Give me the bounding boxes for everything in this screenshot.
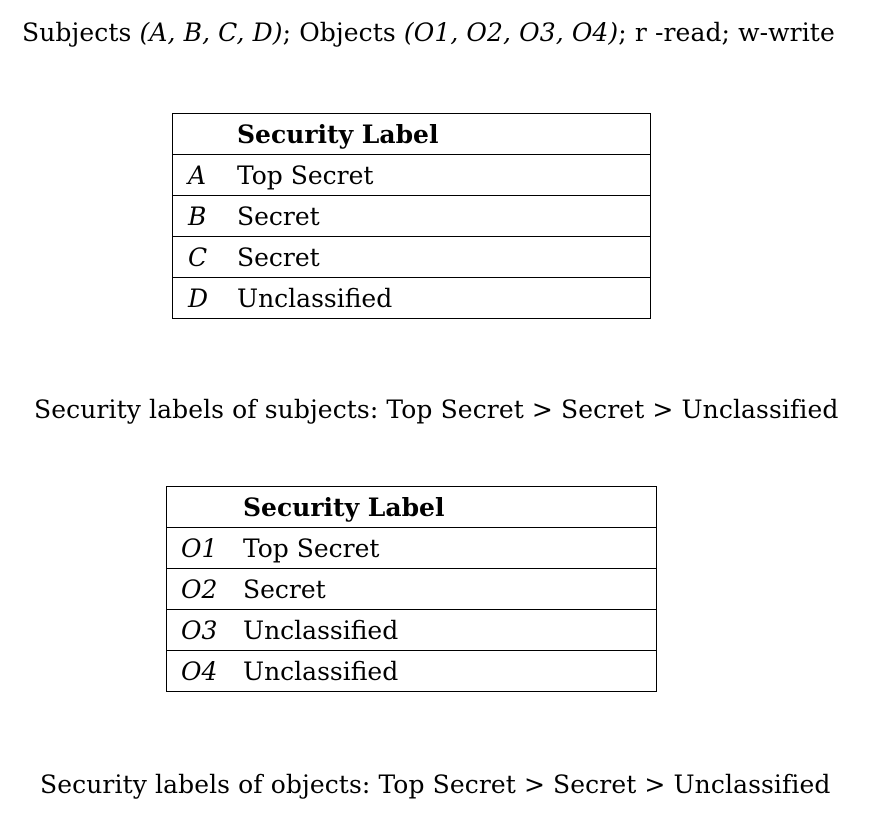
table-header-row: Security Label (172, 113, 651, 155)
object-key: O4 (166, 650, 243, 692)
subject-key: B (172, 195, 237, 237)
table-row: O4 Unclassified (166, 650, 657, 692)
table-row: D Unclassified (172, 277, 651, 319)
subjects-label-table: Security Label A Top Secret B Secret C S… (172, 113, 651, 319)
object-key: O3 (166, 609, 243, 651)
definitions-suffix: ; r -read; w-write (618, 18, 835, 47)
subject-label: Secret (237, 236, 651, 278)
objects-set: (O1, O2, O3, O4) (403, 18, 619, 47)
subject-label: Unclassified (237, 277, 651, 319)
table-header-row: Security Label (166, 486, 657, 528)
table-row: B Secret (172, 195, 651, 237)
definitions-middle: ; Objects (282, 18, 404, 47)
definitions-line: Subjects (A, B, C, D); Objects (O1, O2, … (22, 20, 835, 45)
subject-key: C (172, 236, 237, 278)
table-row: O2 Secret (166, 568, 657, 610)
table-header-empty (172, 113, 237, 155)
objects-label-table: Security Label O1 Top Secret O2 Secret O… (166, 486, 657, 692)
object-key: O2 (166, 568, 243, 610)
subject-label: Secret (237, 195, 651, 237)
object-key: O1 (166, 527, 243, 569)
objects-ordering: Security labels of objects: Top Secret >… (40, 770, 831, 799)
subject-key: D (172, 277, 237, 319)
table-row: O3 Unclassified (166, 609, 657, 651)
definitions-prefix: Subjects (22, 18, 140, 47)
subjects-ordering: Security labels of subjects: Top Secret … (34, 395, 839, 424)
table-header-empty (166, 486, 243, 528)
subjects-set: (A, B, C, D) (139, 18, 283, 47)
object-label: Top Secret (243, 527, 657, 569)
subject-key: A (172, 154, 237, 196)
object-label: Secret (243, 568, 657, 610)
table-header-security-label: Security Label (237, 113, 651, 155)
subject-label: Top Secret (237, 154, 651, 196)
object-label: Unclassified (243, 609, 657, 651)
table-row: A Top Secret (172, 154, 651, 196)
table-row: O1 Top Secret (166, 527, 657, 569)
table-row: C Secret (172, 236, 651, 278)
object-label: Unclassified (243, 650, 657, 692)
table-header-security-label: Security Label (243, 486, 657, 528)
